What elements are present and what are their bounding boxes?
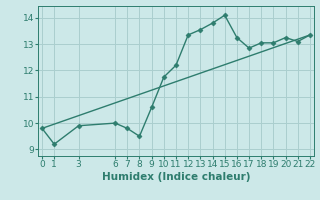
X-axis label: Humidex (Indice chaleur): Humidex (Indice chaleur) <box>102 172 250 182</box>
